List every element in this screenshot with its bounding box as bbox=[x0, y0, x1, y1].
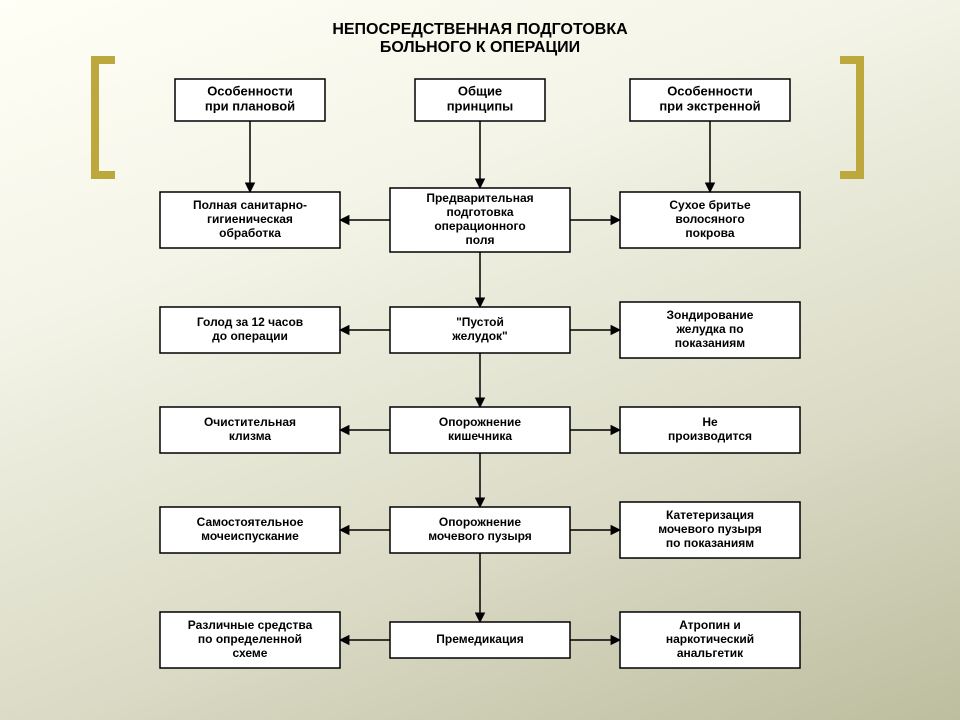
decorative-bracket-right bbox=[840, 60, 860, 175]
node-r4m-label: Опорожнениемочевого пузыря bbox=[428, 515, 532, 543]
node-r4l-label: Самостоятельноемочеиспускание bbox=[197, 515, 304, 543]
decorative-bracket-left bbox=[95, 60, 115, 175]
header-box-right-label: Особенностипри экстренной bbox=[659, 84, 760, 114]
node-r2l-label: Голод за 12 часовдо операции bbox=[197, 315, 303, 343]
node-r4r-label: Катетеризациямочевого пузыряпо показания… bbox=[658, 508, 762, 550]
diagram-title: НЕПОСРЕДСТВЕННАЯ ПОДГОТОВКАБОЛЬНОГО К ОП… bbox=[332, 21, 628, 56]
header-box-left-label: Особенностипри плановой bbox=[205, 84, 295, 114]
node-r3m-label: Опорожнениекишечника bbox=[439, 415, 521, 443]
node-r2m-label: "Пустойжелудок" bbox=[451, 315, 508, 343]
flowchart-canvas: НЕПОСРЕДСТВЕННАЯ ПОДГОТОВКАБОЛЬНОГО К ОП… bbox=[0, 0, 960, 720]
node-r5m-label: Премедикация bbox=[436, 632, 523, 646]
node-r2r-label: Зондированиежелудка попоказаниям bbox=[667, 308, 754, 350]
